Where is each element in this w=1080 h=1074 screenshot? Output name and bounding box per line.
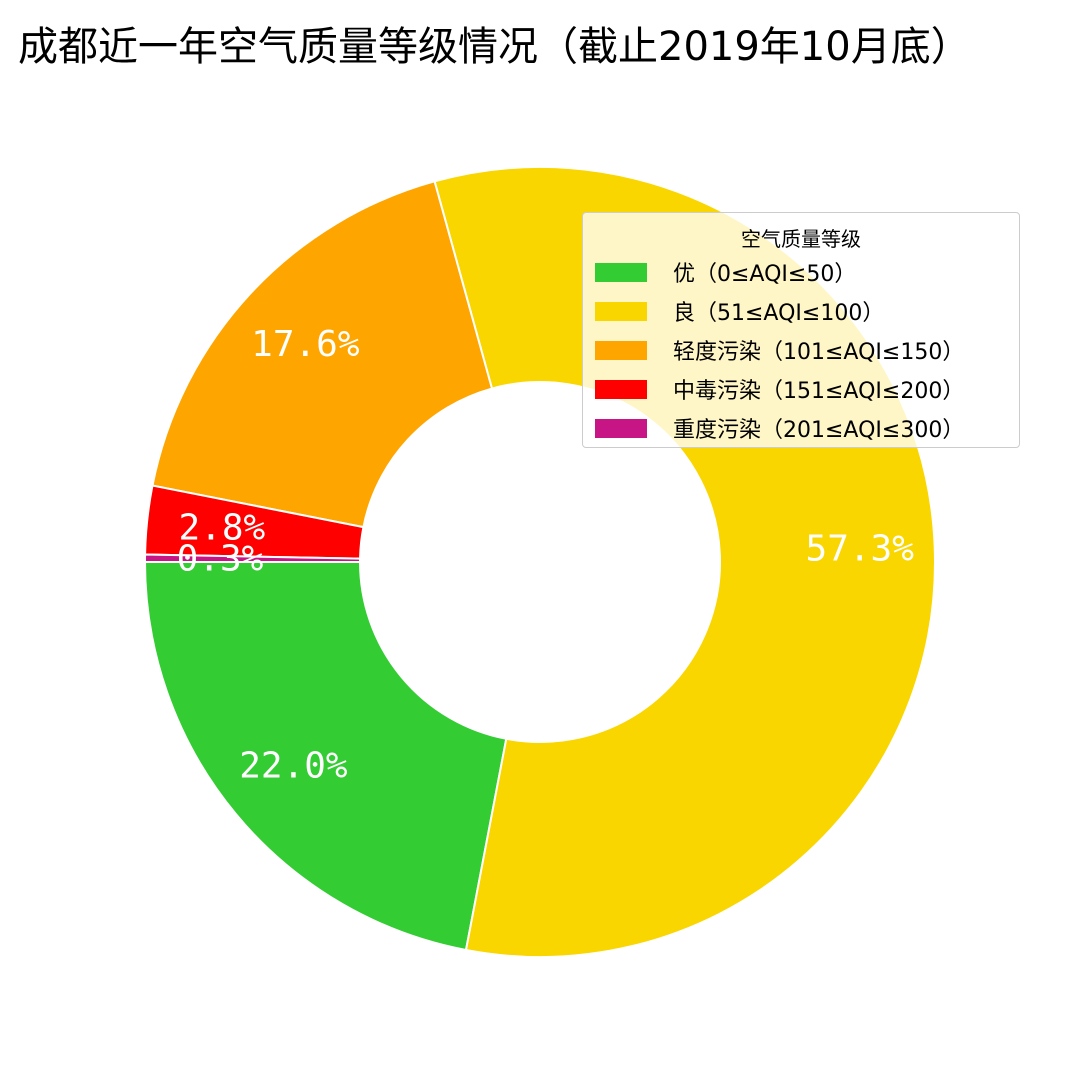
legend-label-4: 重度污染（201≤AQI≤300）	[673, 418, 965, 443]
legend-item-1: 良（51≤AQI≤100）	[595, 296, 884, 326]
legend-swatch-1	[595, 301, 647, 321]
donut-slice-0	[143, 561, 508, 952]
slice-value-label-1: 57.3%	[806, 528, 915, 569]
slice-value-label-2: 17.6%	[251, 324, 360, 365]
slice-value-label-4: 0.3%	[177, 538, 264, 579]
slice-value-label-0: 22.0%	[239, 745, 348, 786]
legend-swatch-4	[595, 418, 647, 438]
legend-label-0: 优（0≤AQI≤50）	[673, 262, 857, 287]
legend-item-2: 轻度污染（101≤AQI≤150）	[595, 335, 964, 365]
legend-swatch-2	[595, 340, 647, 360]
legend: 空气质量等级 优（0≤AQI≤50） 良（51≤AQI≤100） 轻度污染（101≤…	[582, 212, 1020, 448]
legend-item-3: 中毒污染（151≤AQI≤200）	[595, 374, 964, 404]
legend-item-0: 优（0≤AQI≤50）	[595, 257, 856, 287]
chart-title: 成都近一年空气质量等级情况（截止2019年10月底）	[18, 24, 971, 70]
legend-label-2: 轻度污染（101≤AQI≤150）	[673, 340, 965, 365]
legend-label-3: 中毒污染（151≤AQI≤200）	[673, 379, 965, 404]
legend-item-4: 重度污染（201≤AQI≤300）	[595, 413, 964, 443]
donut-slice-4	[143, 553, 362, 563]
donut-slice-2	[151, 180, 494, 529]
legend-label-1: 良（51≤AQI≤100）	[673, 301, 885, 326]
slice-value-label-3: 2.8%	[178, 507, 265, 548]
legend-swatch-0	[595, 262, 647, 282]
legend-title: 空气质量等级	[741, 227, 861, 251]
legend-swatch-3	[595, 379, 647, 399]
